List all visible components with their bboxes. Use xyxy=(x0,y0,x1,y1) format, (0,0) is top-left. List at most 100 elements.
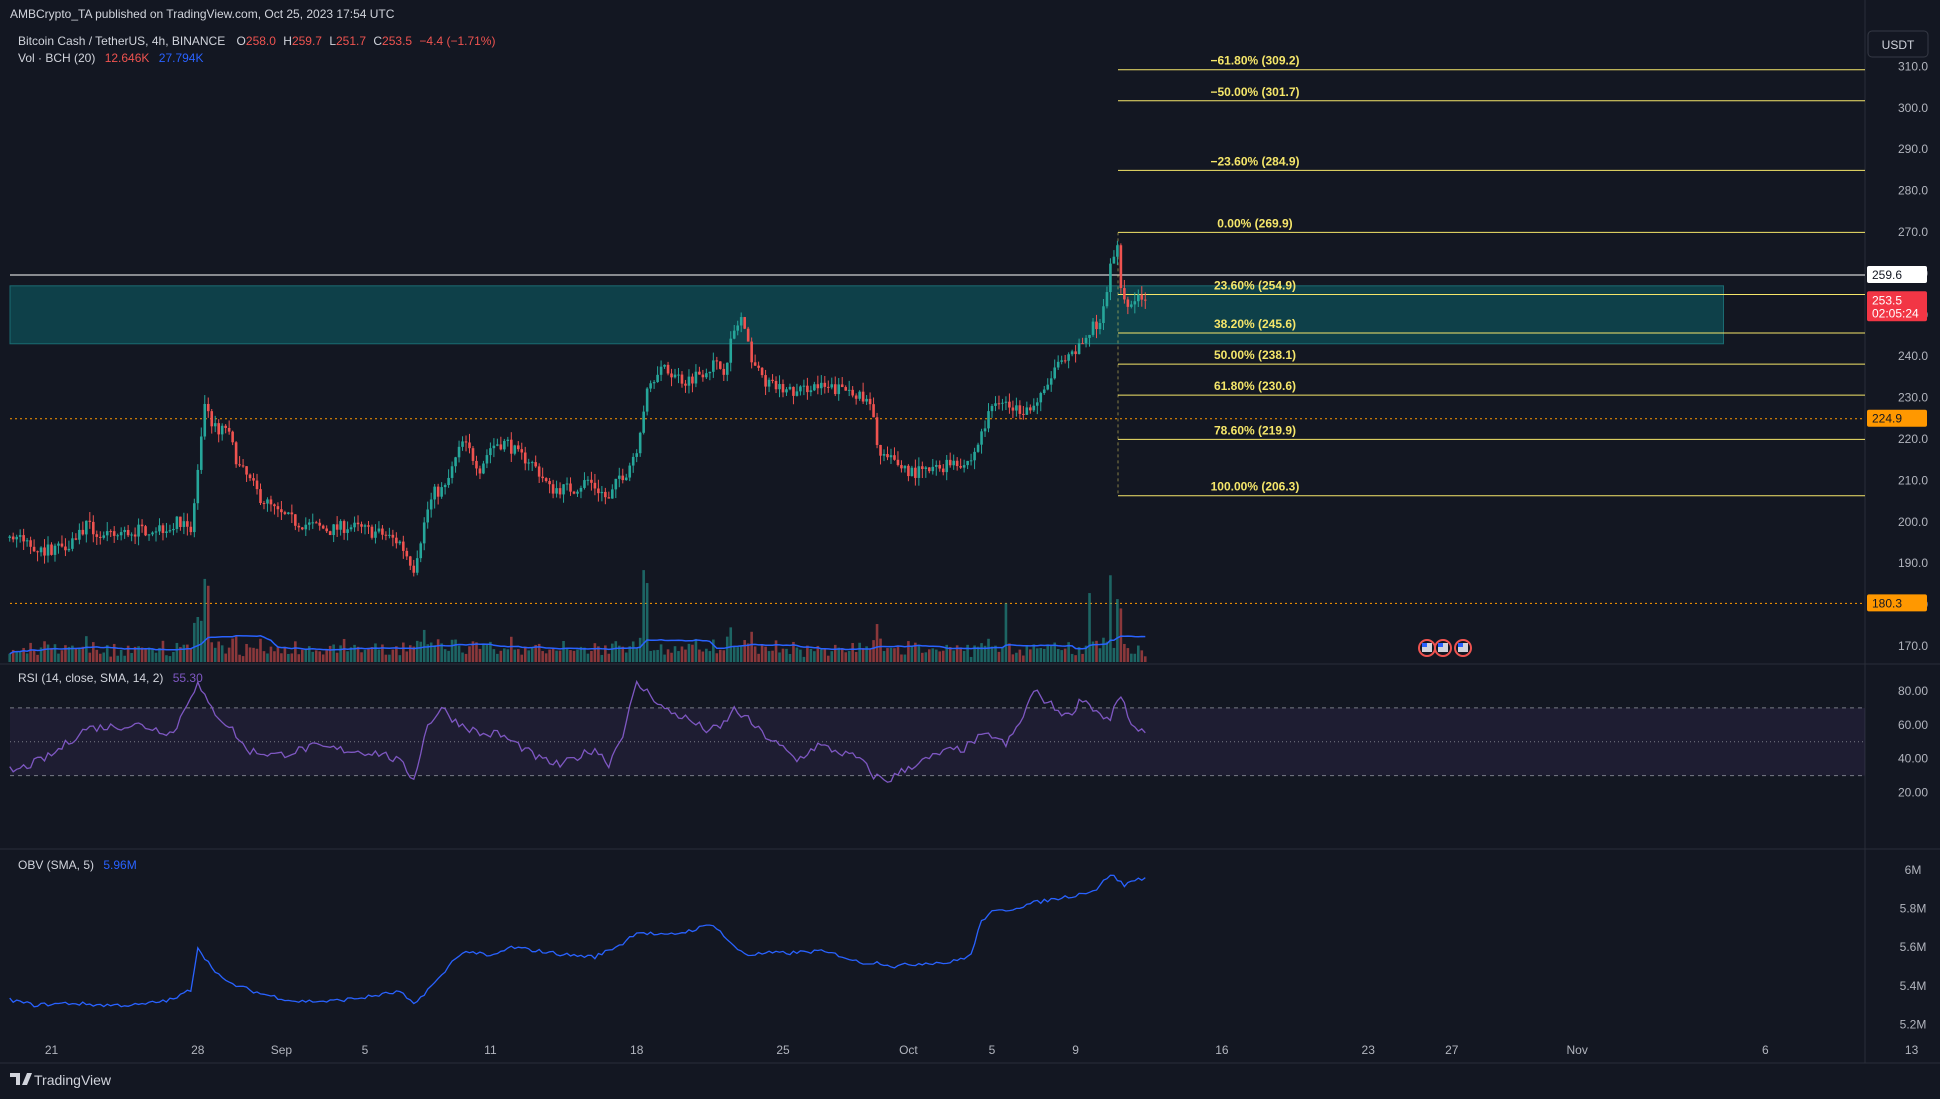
candle[interactable] xyxy=(168,530,172,532)
candle[interactable] xyxy=(485,455,489,464)
candle[interactable] xyxy=(395,537,398,544)
candle[interactable] xyxy=(973,451,976,461)
candle[interactable] xyxy=(15,536,18,540)
candle[interactable] xyxy=(175,516,179,529)
candle[interactable] xyxy=(1077,343,1081,355)
candle[interactable] xyxy=(910,467,914,477)
candle[interactable] xyxy=(708,371,712,374)
candle[interactable] xyxy=(377,528,381,532)
candle[interactable] xyxy=(241,465,245,467)
candle[interactable] xyxy=(489,448,492,456)
candle[interactable] xyxy=(1112,256,1116,264)
candle[interactable] xyxy=(304,524,308,530)
candle[interactable] xyxy=(252,478,255,481)
candle[interactable] xyxy=(694,371,698,384)
candle[interactable] xyxy=(687,376,691,386)
candle[interactable] xyxy=(941,468,945,473)
candle[interactable] xyxy=(774,380,778,390)
candle[interactable] xyxy=(133,534,137,537)
candle[interactable] xyxy=(259,489,262,503)
candle[interactable] xyxy=(732,330,736,339)
candle[interactable] xyxy=(631,456,635,466)
candle[interactable] xyxy=(813,384,816,391)
candle[interactable] xyxy=(900,465,903,469)
candle[interactable] xyxy=(74,538,78,540)
candle[interactable] xyxy=(865,398,868,402)
candle[interactable] xyxy=(356,522,360,525)
candle[interactable] xyxy=(795,391,799,396)
candle[interactable] xyxy=(921,466,924,470)
candle[interactable] xyxy=(523,452,527,464)
candle[interactable] xyxy=(1091,321,1095,335)
candle[interactable] xyxy=(447,477,450,486)
candle[interactable] xyxy=(565,483,569,485)
candle[interactable] xyxy=(1081,343,1084,345)
candle[interactable] xyxy=(739,317,743,326)
candle[interactable] xyxy=(530,462,534,464)
candle[interactable] xyxy=(586,479,590,481)
candle[interactable] xyxy=(617,475,621,479)
time-axis[interactable]: 21 28 Sep 5 11 18 25 Oct 5 9 16 23 27 Nov 6 13 xyxy=(45,1043,1919,1057)
candle[interactable] xyxy=(1008,401,1011,408)
candle[interactable] xyxy=(548,481,551,485)
candle[interactable] xyxy=(384,534,388,536)
candle[interactable] xyxy=(206,403,210,412)
candle[interactable] xyxy=(269,499,273,505)
candle[interactable] xyxy=(715,360,719,362)
candle[interactable] xyxy=(680,374,684,384)
candle[interactable] xyxy=(847,389,851,391)
candle[interactable] xyxy=(422,522,426,544)
candle[interactable] xyxy=(983,428,987,432)
candle[interactable] xyxy=(46,544,50,556)
candle[interactable] xyxy=(1074,351,1077,355)
candle[interactable] xyxy=(579,487,583,492)
candle[interactable] xyxy=(1015,405,1018,411)
candle[interactable] xyxy=(938,465,942,469)
candle[interactable] xyxy=(677,374,680,376)
candle[interactable] xyxy=(1039,393,1043,403)
candle[interactable] xyxy=(374,531,377,538)
candle[interactable] xyxy=(227,427,231,432)
candle[interactable] xyxy=(510,439,513,454)
candle[interactable] xyxy=(962,465,966,468)
candle[interactable] xyxy=(750,341,753,363)
obv-legend[interactable]: OBV (SMA, 5) 5.96M xyxy=(18,858,137,872)
candle[interactable] xyxy=(659,366,663,375)
candle[interactable] xyxy=(450,466,454,478)
candle[interactable] xyxy=(210,411,214,427)
candle[interactable] xyxy=(172,528,175,531)
candle[interactable] xyxy=(907,465,910,477)
candle[interactable] xyxy=(126,529,130,536)
candle[interactable] xyxy=(189,526,193,533)
candle[interactable] xyxy=(764,375,767,387)
candle[interactable] xyxy=(635,453,638,457)
candle[interactable] xyxy=(196,469,200,504)
candle[interactable] xyxy=(328,531,332,536)
candle[interactable] xyxy=(307,522,311,525)
candle[interactable] xyxy=(1109,263,1112,293)
candle[interactable] xyxy=(92,521,95,535)
candle[interactable] xyxy=(698,371,701,375)
candle[interactable] xyxy=(1102,306,1105,324)
candle[interactable] xyxy=(248,474,252,479)
candle[interactable] xyxy=(593,482,597,489)
candle[interactable] xyxy=(562,484,565,495)
candle[interactable] xyxy=(945,459,949,473)
candle[interactable] xyxy=(367,525,370,527)
candle[interactable] xyxy=(496,444,499,446)
candle[interactable] xyxy=(405,550,409,557)
candle[interactable] xyxy=(600,491,604,494)
candle[interactable] xyxy=(712,360,715,372)
candle[interactable] xyxy=(590,479,593,483)
candle[interactable] xyxy=(1119,245,1123,289)
candle[interactable] xyxy=(88,520,92,522)
candle[interactable] xyxy=(471,448,475,461)
candle[interactable] xyxy=(624,477,628,481)
candle[interactable] xyxy=(851,389,854,396)
candle[interactable] xyxy=(607,497,611,499)
candle[interactable] xyxy=(332,524,335,536)
candle[interactable] xyxy=(294,514,297,526)
candle[interactable] xyxy=(743,317,746,329)
candle[interactable] xyxy=(802,385,806,387)
candle[interactable] xyxy=(879,444,882,456)
